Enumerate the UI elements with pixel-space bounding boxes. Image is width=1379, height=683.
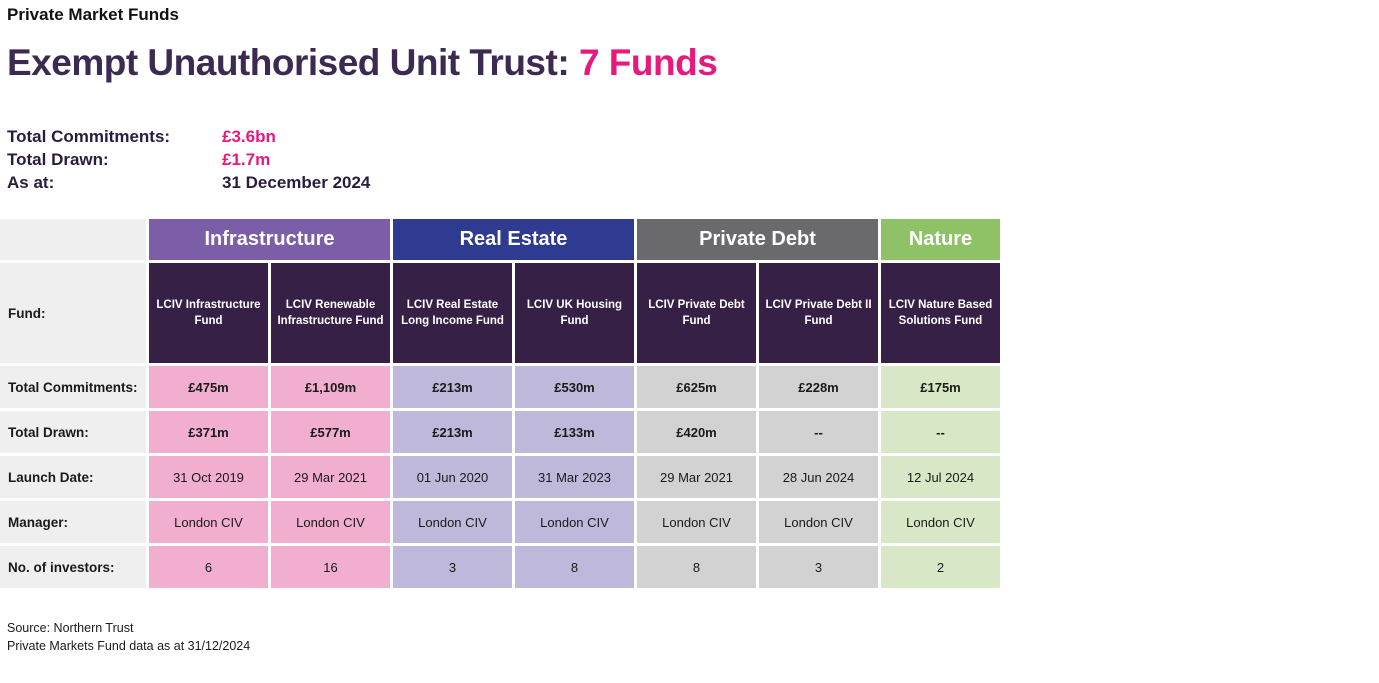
page: Private Market Funds Exempt Unauthorised… [0, 5, 1379, 655]
total-commitments-cell: £530m [515, 366, 634, 408]
footer-note: Private Markets Fund data as at 31/12/20… [7, 639, 251, 653]
manager-cell: London CIV [637, 501, 756, 543]
launch-date-cell: 12 Jul 2024 [881, 456, 1000, 498]
manager-cell: London CIV [393, 501, 512, 543]
total-drawn-cell: £420m [637, 411, 756, 453]
total-commitments-cell: £475m [149, 366, 268, 408]
summary-row-as-at: As at: 31 December 2024 [7, 171, 1379, 194]
page-title-main: Exempt Unauthorised Unit Trust: [7, 42, 579, 83]
summary-total-commitments-value: £3.6bn [222, 127, 276, 146]
summary-total-drawn-label: Total Drawn: [7, 150, 109, 169]
fund-name-cell: LCIV Private Debt Fund [637, 263, 756, 363]
page-title-fund-count: 7 Funds [578, 42, 718, 83]
manager-cell: London CIV [271, 501, 390, 543]
summary-total-drawn-value: £1.7m [222, 150, 271, 169]
category-header-real-estate: Real Estate [393, 219, 634, 260]
total-commitments-cell: £625m [637, 366, 756, 408]
footer-source: Source: Northern Trust [7, 621, 134, 635]
category-header-private-debt: Private Debt [637, 219, 878, 260]
manager-cell: London CIV [881, 501, 1000, 543]
fund-name-cell: LCIV Renewable Infrastructure Fund [271, 263, 390, 363]
summary-as-at-label: As at: [7, 173, 55, 192]
category-header-nature: Nature [881, 219, 1000, 260]
page-title: Exempt Unauthorised Unit Trust: 7 Funds [0, 41, 1379, 85]
launch-date-cell: 01 Jun 2020 [393, 456, 512, 498]
row-label-investors: No. of investors: [0, 546, 146, 588]
launch-date-cell: 31 Oct 2019 [149, 456, 268, 498]
manager-cell: London CIV [759, 501, 878, 543]
launch-date-cell: 31 Mar 2023 [515, 456, 634, 498]
launch-date-cell: 28 Jun 2024 [759, 456, 878, 498]
fund-name-cell: LCIV UK Housing Fund [515, 263, 634, 363]
category-header-infrastructure: Infrastructure [149, 219, 390, 260]
investors-cell: 3 [759, 546, 878, 588]
investors-cell: 6 [149, 546, 268, 588]
total-commitments-cell: £1,109m [271, 366, 390, 408]
footer: Source: Northern Trust Private Markets F… [0, 619, 1379, 655]
investors-cell: 16 [271, 546, 390, 588]
total-drawn-cell: £133m [515, 411, 634, 453]
row-label-total-commitments: Total Commitments: [0, 366, 146, 408]
summary-as-at-value: 31 December 2024 [222, 173, 371, 192]
total-drawn-cell: £371m [149, 411, 268, 453]
total-drawn-cell: -- [881, 411, 1000, 453]
total-drawn-cell: £577m [271, 411, 390, 453]
row-label-total-drawn: Total Drawn: [0, 411, 146, 453]
category-row-spacer [0, 219, 146, 260]
total-drawn-cell: -- [759, 411, 878, 453]
summary-row-total-commitments: Total Commitments: £3.6bn [7, 125, 1379, 148]
eyebrow-title: Private Market Funds [7, 5, 179, 24]
fund-name-cell: LCIV Nature Based Solutions Fund [881, 263, 1000, 363]
investors-cell: 2 [881, 546, 1000, 588]
fund-name-cell: LCIV Real Estate Long Income Fund [393, 263, 512, 363]
summary-block: Total Commitments: £3.6bn Total Drawn: £… [0, 125, 1379, 194]
summary-total-commitments-label: Total Commitments: [7, 127, 171, 146]
fund-name-cell: LCIV Private Debt II Fund [759, 263, 878, 363]
manager-cell: London CIV [149, 501, 268, 543]
launch-date-cell: 29 Mar 2021 [271, 456, 390, 498]
summary-row-total-drawn: Total Drawn: £1.7m [7, 148, 1379, 171]
total-drawn-cell: £213m [393, 411, 512, 453]
investors-cell: 3 [393, 546, 512, 588]
fund-table: Infrastructure Real Estate Private Debt … [0, 219, 1001, 588]
investors-cell: 8 [637, 546, 756, 588]
row-label-launch-date: Launch Date: [0, 456, 146, 498]
total-commitments-cell: £175m [881, 366, 1000, 408]
manager-cell: London CIV [515, 501, 634, 543]
investors-cell: 8 [515, 546, 634, 588]
row-label-manager: Manager: [0, 501, 146, 543]
launch-date-cell: 29 Mar 2021 [637, 456, 756, 498]
row-label-fund: Fund: [0, 263, 146, 363]
fund-name-cell: LCIV Infrastructure Fund [149, 263, 268, 363]
total-commitments-cell: £213m [393, 366, 512, 408]
total-commitments-cell: £228m [759, 366, 878, 408]
